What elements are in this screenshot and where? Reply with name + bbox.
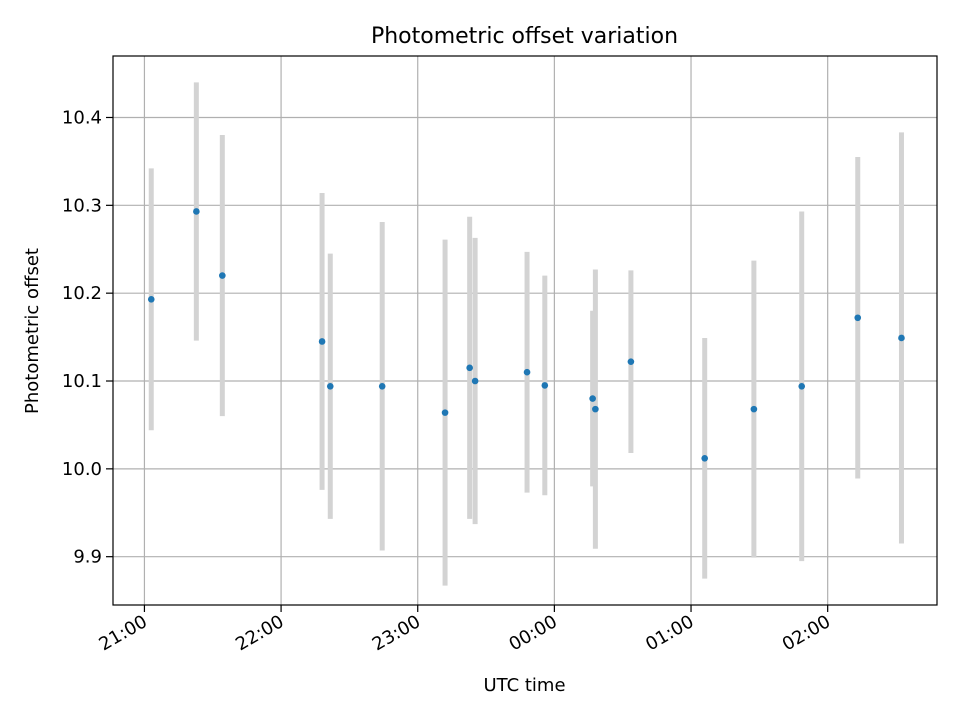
data-point (854, 314, 862, 322)
y-tick-label: 10.0 (62, 459, 102, 480)
y-tick-label: 10.1 (62, 371, 102, 392)
y-axis-label: Photometric offset (22, 248, 43, 414)
y-tick-label: 9.9 (73, 547, 102, 568)
data-points (147, 208, 905, 462)
data-point (592, 405, 599, 413)
data-point (466, 364, 473, 372)
data-point (378, 382, 386, 390)
plot-frame (112, 55, 938, 606)
y-tick-label: 10.3 (62, 195, 102, 216)
data-point (627, 358, 635, 365)
y-tick-label: 10.4 (62, 107, 102, 128)
data-point (589, 395, 596, 402)
data-point (441, 409, 449, 416)
y-axis-ticks: 9.9 10.0 10.1 10.2 10.3 10.4 (62, 107, 113, 568)
data-point (326, 382, 334, 390)
x-axis-label: UTC time (483, 675, 565, 696)
data-point (541, 382, 549, 389)
data-point (701, 455, 708, 462)
data-point (471, 377, 479, 385)
chart-title: Photometric offset variation (371, 24, 678, 49)
data-point (798, 382, 806, 390)
data-point (523, 368, 531, 376)
data-point (193, 208, 200, 215)
data-point (318, 338, 326, 345)
data-point (219, 272, 226, 279)
data-point (147, 296, 155, 303)
data-point (750, 405, 758, 413)
y-tick-label: 10.2 (62, 283, 102, 304)
data-point (898, 334, 905, 342)
